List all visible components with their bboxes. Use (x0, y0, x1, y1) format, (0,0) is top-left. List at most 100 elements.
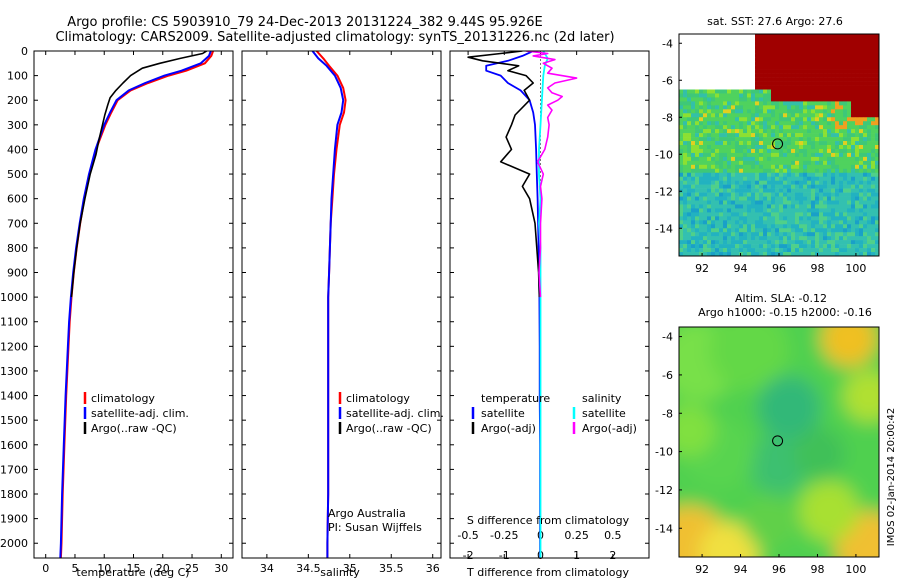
sst-cell (711, 53, 716, 59)
sst-cell (851, 232, 856, 237)
sst-cell (763, 145, 768, 150)
sst-cell (875, 125, 879, 130)
sst-cell (687, 45, 692, 51)
sst-cell (831, 208, 836, 213)
sst-cell (835, 156, 840, 162)
x-tick-label: 35.5 (379, 562, 404, 575)
sst-cell (875, 85, 879, 90)
sst-cell (687, 196, 692, 201)
sst-cell (783, 89, 788, 94)
sst-cell (747, 133, 752, 138)
depth-tick-label: 1000 (0, 291, 28, 304)
sst-cell (803, 101, 808, 106)
sst-cell (815, 53, 820, 59)
sst-cell (839, 196, 844, 201)
sst-cell (727, 172, 732, 178)
sst-cell (683, 85, 688, 90)
sst-cell (807, 152, 812, 158)
sst-cell (695, 228, 700, 233)
sst-cell (851, 156, 856, 162)
sst-cell (803, 89, 808, 94)
sst-cell (827, 248, 832, 253)
sst-cell (779, 137, 784, 142)
sst-cell (763, 53, 768, 59)
sst-cell (751, 77, 756, 82)
sst-cell (815, 49, 820, 55)
sst-cell (787, 152, 792, 158)
sst-cell (763, 228, 768, 233)
sst-cell (755, 121, 760, 126)
sst-cell (823, 34, 828, 39)
sst-cell (815, 41, 820, 47)
depth-tick-label: 1400 (0, 390, 28, 403)
sst-cell (703, 97, 708, 102)
sst-cell (811, 184, 816, 189)
sst-cell (795, 156, 800, 162)
sst-cell (707, 53, 712, 59)
sst-cell (819, 212, 824, 217)
sst-cell (871, 216, 876, 221)
sst-cell (703, 248, 708, 253)
sst-cell (847, 73, 852, 78)
sst-cell (711, 252, 716, 256)
sst-cell (783, 121, 788, 126)
sst-cell (791, 105, 796, 110)
salinity-axis-ticks: 34 34.5 35 35.5 36 (260, 51, 440, 575)
sst-cell (803, 172, 808, 178)
sst-cell (763, 49, 768, 55)
sst-cell (839, 93, 844, 98)
sst-cell (811, 204, 816, 209)
sst-cell (743, 53, 748, 59)
sst-cell (819, 192, 824, 197)
sst-cell (755, 137, 760, 142)
sst-cell (743, 240, 748, 245)
sst-cell (715, 69, 720, 74)
sst-cell (859, 34, 864, 39)
sst-cell (831, 141, 836, 146)
sst-cell (707, 105, 712, 110)
sst-cell (719, 228, 724, 233)
sst-cell (851, 168, 856, 174)
sst-cell (839, 53, 844, 59)
sst-cell (827, 252, 832, 256)
sst-cell (747, 101, 752, 106)
sst-cell (815, 244, 820, 249)
sst-cell (839, 49, 844, 55)
sst-cell (771, 117, 776, 122)
sst-cell (851, 192, 856, 197)
sst-cell (695, 41, 700, 47)
sst-cell (715, 121, 720, 126)
sst-cell (823, 129, 828, 134)
sst-cell (763, 156, 768, 162)
sst-cell (803, 57, 808, 63)
sst-cell (819, 113, 824, 118)
sst-cell (783, 61, 788, 67)
sst-cell (867, 37, 872, 43)
sst-cell (863, 160, 868, 166)
sst-cell (875, 41, 879, 47)
sst-cell (691, 248, 696, 253)
sst-cell (819, 97, 824, 102)
sst-cell (719, 248, 724, 253)
sst-cell (871, 45, 876, 51)
sst-cell (827, 73, 832, 78)
sst-cell (703, 148, 708, 154)
sst-cell (871, 160, 876, 166)
sst-cell (795, 113, 800, 118)
sst-cell (763, 180, 768, 185)
sst-cell (799, 236, 804, 241)
sst-cell (831, 145, 836, 150)
sst-cell (851, 125, 856, 130)
sst-cell (835, 164, 840, 170)
sst-cell (815, 208, 820, 213)
sst-cell (759, 61, 764, 67)
sst-cell (779, 168, 784, 174)
sst-cell (771, 248, 776, 253)
sst-cell (683, 105, 688, 110)
sst-cell (691, 73, 696, 78)
sst-cell (855, 37, 860, 43)
sst-cell (827, 49, 832, 55)
sst-cell (783, 113, 788, 118)
sst-cell (863, 208, 868, 213)
sst-cell (699, 97, 704, 102)
